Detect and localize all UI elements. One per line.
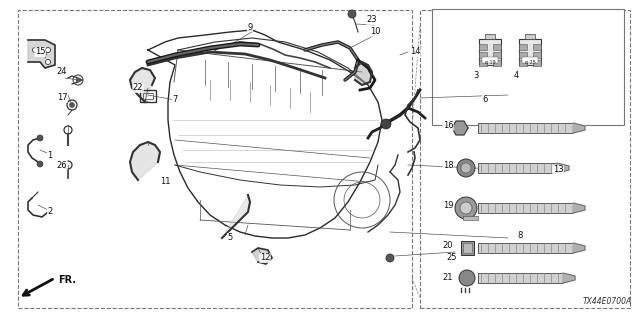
Bar [519,60,527,66]
Circle shape [45,60,51,65]
Bar [463,216,478,220]
Bar [522,57,538,63]
Text: 7: 7 [172,95,178,105]
Circle shape [37,135,43,141]
Bar [478,203,573,213]
Text: ø 25: ø 25 [525,60,536,65]
Circle shape [461,163,471,173]
Polygon shape [452,121,468,135]
Text: 21: 21 [443,274,453,283]
Text: ø 19: ø 19 [484,60,495,65]
Polygon shape [573,243,585,253]
Bar [143,93,153,99]
Bar [432,9,624,125]
Text: 24: 24 [57,68,67,76]
Bar [479,39,501,65]
Text: 22: 22 [132,84,143,92]
Text: 4: 4 [513,70,518,79]
Bar [533,60,541,66]
Circle shape [33,47,38,52]
Polygon shape [28,40,55,68]
Text: 13: 13 [553,165,563,174]
Text: 5: 5 [227,234,232,243]
Text: FR.: FR. [58,275,76,285]
Text: 3: 3 [474,70,479,79]
Bar [478,163,557,173]
Circle shape [76,78,80,82]
Text: 26: 26 [57,161,67,170]
Circle shape [457,159,475,177]
Text: 10: 10 [370,28,380,36]
Circle shape [70,102,74,108]
Polygon shape [557,163,569,173]
Bar [493,44,501,50]
Bar [140,90,156,102]
Bar [533,52,541,58]
Text: TX44E0700A: TX44E0700A [583,297,632,306]
Bar [463,243,472,253]
Bar [482,57,498,63]
Bar [533,44,541,50]
Text: 18: 18 [443,161,453,170]
Bar [479,44,487,50]
Bar [478,243,573,253]
Polygon shape [130,68,155,102]
Bar [525,34,535,39]
Circle shape [348,10,356,18]
Text: 8: 8 [517,230,523,239]
Bar [478,273,563,283]
Text: 17: 17 [57,93,67,102]
Circle shape [459,270,475,286]
Text: 25: 25 [447,253,457,262]
Circle shape [460,202,472,214]
Circle shape [45,47,51,52]
Polygon shape [130,142,160,180]
Text: 14: 14 [410,47,420,57]
Text: 2: 2 [47,207,52,217]
Text: 16: 16 [443,122,453,131]
Bar [479,60,487,66]
Bar [478,123,573,133]
Bar [493,60,501,66]
Bar [519,44,527,50]
Polygon shape [252,248,272,264]
Text: 9: 9 [248,22,253,31]
Polygon shape [573,203,585,213]
Bar [479,52,487,58]
Text: 15: 15 [35,47,45,57]
Bar [461,241,474,255]
Text: 12: 12 [260,253,270,262]
Text: 23: 23 [367,15,378,25]
Text: 11: 11 [160,178,170,187]
Polygon shape [573,123,585,133]
Polygon shape [563,273,575,283]
Circle shape [386,254,394,262]
Bar [18,10,412,308]
Circle shape [455,197,477,219]
Text: 20: 20 [443,241,453,250]
Bar [493,52,501,58]
Polygon shape [355,62,372,85]
Bar [519,52,527,58]
Text: 6: 6 [483,95,488,105]
Text: 1: 1 [47,150,52,159]
Circle shape [381,119,391,129]
Bar [420,10,630,308]
Bar [519,39,541,65]
Text: 19: 19 [443,201,453,210]
Bar [485,34,495,39]
Polygon shape [222,195,250,238]
Circle shape [37,161,43,167]
